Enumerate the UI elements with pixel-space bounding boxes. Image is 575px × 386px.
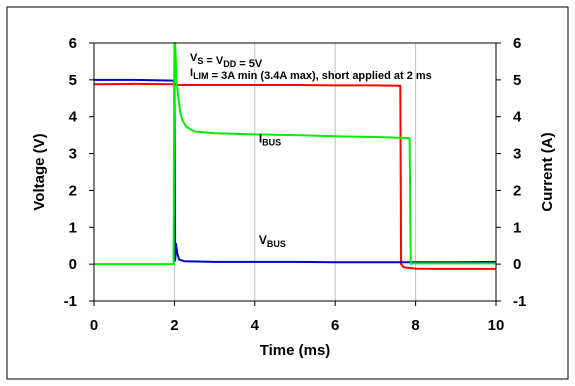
y-left-tick-label: 4 — [69, 109, 78, 126]
series-label-main: I — [259, 132, 262, 146]
x-axis-title: Time (ms) — [260, 342, 331, 359]
x-tick-label: 4 — [251, 317, 260, 334]
y-right-tick-label: 4 — [513, 109, 522, 126]
annotation-text: I — [190, 67, 193, 79]
annotation-line-2: ILIM = 3A min (3.4A max), short applied … — [190, 67, 432, 82]
annotation-text: = V — [203, 55, 224, 67]
subscript: S — [197, 56, 203, 66]
y-left-tick-label: 0 — [69, 256, 77, 273]
x-tick-label: 10 — [488, 317, 505, 334]
y-right-tick-label: 2 — [513, 182, 521, 199]
y-right-tick-label: 5 — [513, 72, 521, 89]
y-left-tick-label: 2 — [69, 182, 77, 199]
y-right-tick-label: 0 — [513, 256, 521, 273]
y-right-tick-label: 1 — [513, 219, 521, 236]
x-tick-label: 6 — [331, 317, 339, 334]
subscript: DD — [223, 59, 236, 69]
y-right-tick-label: -1 — [513, 293, 526, 310]
series-label-main: V — [259, 233, 267, 247]
y-left-tick-label: -1 — [64, 293, 77, 310]
x-tick-label: 8 — [411, 317, 419, 334]
annotation-text: = 3A min (3.4A max), short applied at 2 … — [209, 70, 432, 82]
subscript: LIM — [193, 71, 209, 81]
y-left-tick-label: 1 — [69, 219, 77, 236]
y-left-tick-label: 5 — [69, 72, 77, 89]
y-axis-title-right: Current (A) — [539, 132, 556, 211]
y-left-tick-label: 3 — [69, 146, 77, 163]
annotation-line-1: VS = VDD = 5V — [190, 52, 263, 70]
plot-area-border — [93, 42, 497, 302]
figure-border — [6, 6, 569, 380]
series-label-ibus: IBUS — [259, 132, 281, 148]
y-left-tick-label: 6 — [69, 35, 77, 52]
x-tick-label: 2 — [170, 317, 178, 334]
series-label-vbus: VBUS — [259, 233, 286, 249]
annotation-text: = 5V — [236, 58, 263, 70]
annotation-text: V — [190, 52, 198, 64]
series-label-subscript: BUS — [262, 138, 281, 148]
y-axis-title-left: Voltage (V) — [31, 133, 48, 210]
y-right-tick-label: 6 — [513, 35, 521, 52]
y-right-tick-label: 3 — [513, 146, 521, 163]
series-label-subscript: BUS — [267, 239, 286, 249]
tick-group: 0 2 4 6 8 10 -1 0 1 2 3 4 5 6 -1 0 1 2 3 4 5 6 — [64, 35, 527, 334]
x-tick-label: 0 — [90, 317, 98, 334]
